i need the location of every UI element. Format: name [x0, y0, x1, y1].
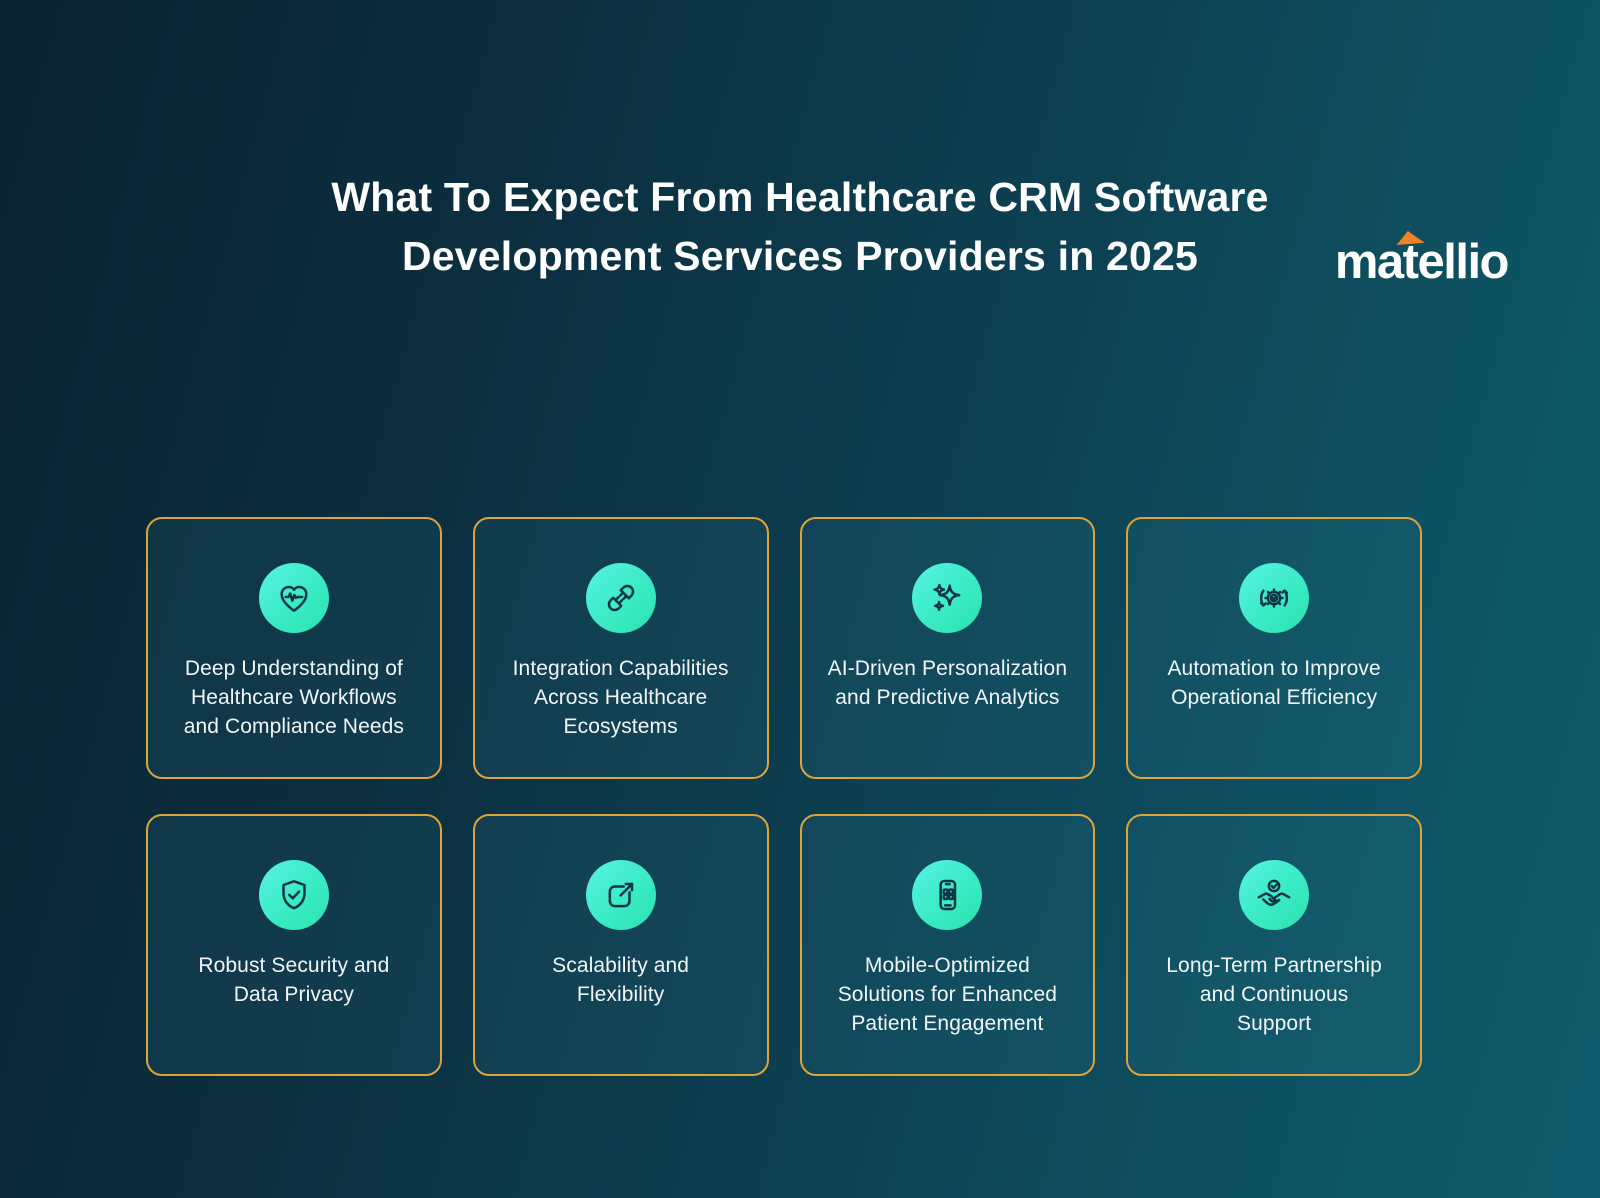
card-integration-capabilities: Integration Capabilities Across Healthca…	[472, 517, 769, 779]
mobile-apps-icon	[939, 879, 957, 911]
card-label: AI-Driven Personalization and Predictive…	[827, 657, 1068, 709]
icon-circle	[912, 563, 983, 633]
ai-sparkles-icon	[933, 583, 961, 611]
card-scalability-flexibility: Scalability and Flexibility	[472, 814, 769, 1076]
card-label: Long-Term Partnership and Continuous Sup…	[1166, 954, 1382, 1035]
icon-circle	[912, 860, 983, 930]
scale-expand-icon	[608, 882, 633, 908]
card-label: Integration Capabilities Across Healthca…	[512, 657, 729, 738]
shield-check-icon	[282, 880, 306, 910]
plug-integration-icon	[607, 584, 634, 612]
logo-letter-t: t	[1396, 231, 1425, 287]
page-title: What To Expect From Healthcare CRM Softw…	[331, 174, 1269, 280]
handshake-check-icon	[1257, 879, 1291, 906]
logo-text-post: ellio	[1417, 235, 1509, 289]
icon-circle	[1239, 563, 1310, 633]
icon-circle	[258, 860, 329, 930]
card-longterm-partnership: Long-Term Partnership and Continuous Sup…	[1126, 814, 1422, 1076]
card-ai-personalization: AI-Driven Personalization and Predictive…	[799, 517, 1096, 779]
card-label: Mobile-Optimized Solutions for Enhanced …	[837, 954, 1058, 1035]
card-label: Deep Understanding of Healthcare Workflo…	[183, 657, 405, 738]
card-healthcare-workflows: Deep Understanding of Healthcare Workflo…	[146, 517, 442, 779]
automation-gear-icon	[1260, 588, 1289, 608]
card-automation-efficiency: Automation to Improve Operational Effici…	[1126, 517, 1422, 779]
card-security-privacy: Robust Security and Data Privacy	[146, 814, 442, 1076]
logo-text-pre: ma	[1334, 235, 1404, 289]
heart-pulse-icon	[280, 585, 308, 612]
card-mobile-optimized: Mobile-Optimized Solutions for Enhanced …	[799, 814, 1096, 1076]
feature-card-grid: Deep Understanding of Healthcare Workflo…	[146, 517, 1422, 1076]
card-label: Scalability and Flexibility	[552, 954, 690, 1006]
icon-circle	[585, 563, 656, 633]
icon-circle	[258, 563, 329, 633]
icon-circle	[585, 860, 656, 930]
card-label: Automation to Improve Operational Effici…	[1167, 657, 1381, 709]
matellio-logo: ma tellio	[1334, 231, 1509, 289]
card-label: Robust Security and Data Privacy	[198, 954, 390, 1006]
icon-circle	[1239, 860, 1310, 930]
